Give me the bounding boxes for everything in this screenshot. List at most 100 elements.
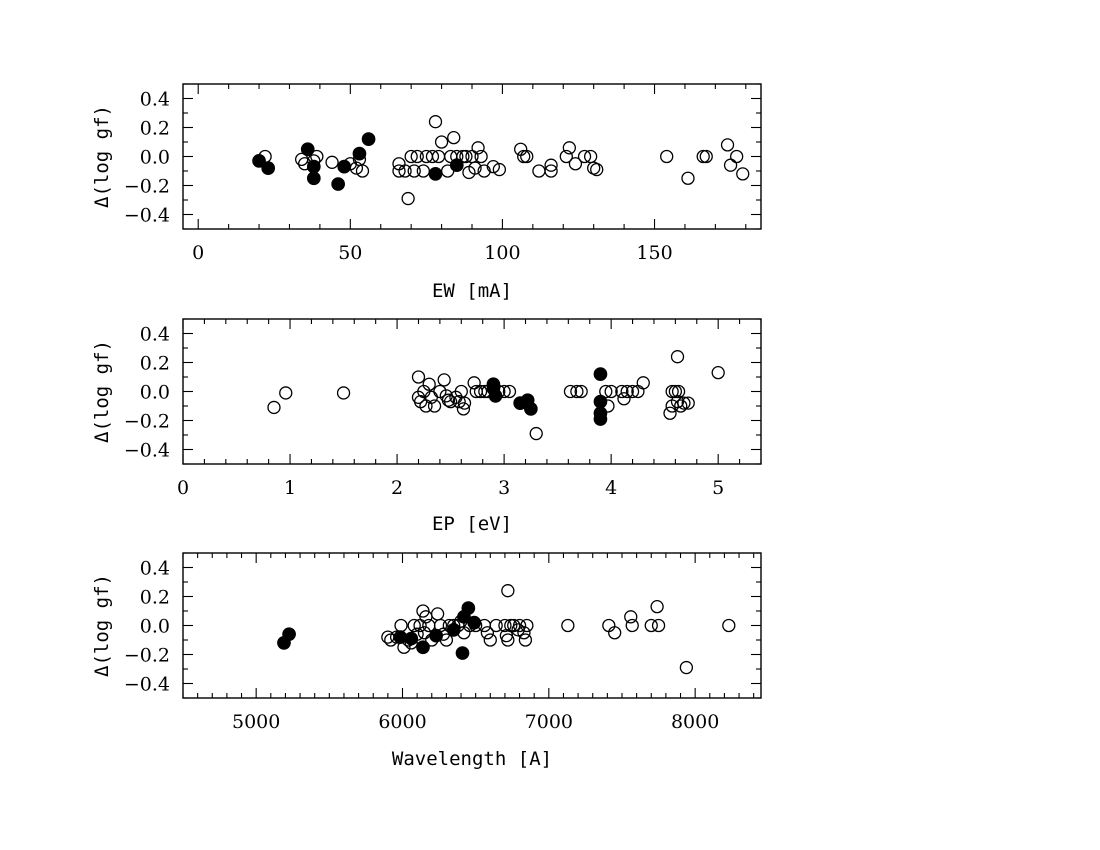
filled-data-point bbox=[593, 367, 608, 381]
open-data-point bbox=[355, 164, 370, 178]
filled-data-point bbox=[361, 132, 376, 146]
open-data-point bbox=[679, 660, 694, 675]
open-data-point bbox=[407, 618, 421, 633]
y-tick-label: 0.2 bbox=[140, 587, 170, 609]
open-data-point bbox=[410, 149, 424, 164]
open-data-point bbox=[574, 384, 588, 399]
open-data-point bbox=[474, 149, 488, 164]
open-data-point bbox=[651, 618, 666, 633]
open-data-point bbox=[723, 158, 738, 172]
filled-data-point bbox=[352, 146, 367, 161]
y-axis-label: Δ(log gf) bbox=[91, 105, 113, 208]
open-data-point bbox=[501, 633, 515, 647]
x-tick-label: 5000 bbox=[232, 711, 280, 733]
open-data-point bbox=[447, 130, 461, 145]
x-tick-label: 6000 bbox=[378, 711, 426, 733]
open-data-point bbox=[457, 396, 472, 410]
open-data-point bbox=[624, 610, 638, 624]
x-tick-label: 100 bbox=[484, 242, 520, 264]
open-data-point bbox=[625, 618, 639, 633]
filled-data-point bbox=[306, 159, 321, 174]
open-data-point bbox=[404, 149, 418, 164]
open-data-point bbox=[434, 135, 449, 149]
filled-data-point bbox=[593, 412, 608, 426]
open-data-point bbox=[617, 392, 631, 406]
open-data-point bbox=[428, 115, 443, 129]
open-data-point bbox=[562, 141, 576, 155]
open-data-point bbox=[665, 384, 679, 399]
open-data-point bbox=[492, 162, 507, 177]
open-data-point bbox=[279, 386, 293, 400]
open-data-point bbox=[722, 618, 736, 633]
x-tick-label: 1 bbox=[284, 477, 296, 499]
open-data-point bbox=[407, 164, 421, 178]
open-data-point bbox=[517, 149, 531, 164]
open-data-point bbox=[422, 377, 436, 391]
y-axis-label: Δ(log gf) bbox=[91, 340, 113, 443]
open-data-point bbox=[544, 164, 558, 178]
open-data-point bbox=[681, 396, 695, 410]
open-data-point bbox=[674, 399, 688, 413]
x-axis-label: Wavelength [A] bbox=[392, 748, 552, 770]
open-data-point bbox=[670, 394, 685, 409]
open-data-point bbox=[502, 384, 517, 399]
open-data-point bbox=[650, 600, 664, 614]
open-data-point bbox=[568, 157, 583, 171]
open-data-point bbox=[561, 618, 575, 633]
open-data-point bbox=[501, 584, 515, 598]
open-data-point bbox=[401, 191, 415, 206]
filled-data-point bbox=[300, 142, 315, 157]
y-tick-label: 0.0 bbox=[140, 382, 170, 404]
open-data-point bbox=[483, 633, 497, 647]
y-tick-label: 0.0 bbox=[140, 147, 170, 169]
open-data-point bbox=[529, 426, 543, 441]
open-data-point bbox=[620, 384, 634, 399]
y-tick-label: 0.2 bbox=[140, 118, 170, 140]
open-data-point bbox=[736, 167, 750, 181]
filled-data-point bbox=[331, 177, 345, 191]
filled-data-point bbox=[337, 159, 352, 174]
y-tick-label: 0.0 bbox=[140, 616, 170, 638]
x-tick-label: 3 bbox=[498, 477, 510, 499]
open-data-point bbox=[336, 386, 351, 400]
y-tick-label: 0.2 bbox=[140, 353, 170, 375]
y-tick-label: −0.2 bbox=[124, 645, 170, 667]
y-tick-label: −0.4 bbox=[124, 674, 170, 696]
open-data-point bbox=[544, 158, 558, 172]
filled-data-point bbox=[593, 394, 608, 409]
open-data-point bbox=[411, 370, 426, 384]
open-data-point bbox=[625, 384, 640, 399]
open-data-point bbox=[615, 384, 629, 399]
open-data-point bbox=[430, 607, 445, 621]
open-data-point bbox=[730, 149, 744, 164]
y-tick-label: −0.4 bbox=[124, 440, 170, 462]
filled-data-point bbox=[416, 640, 430, 655]
filled-data-point bbox=[282, 627, 296, 642]
open-data-point bbox=[441, 393, 456, 407]
filled-data-point bbox=[524, 402, 538, 416]
open-data-point bbox=[473, 384, 488, 399]
open-data-point bbox=[668, 384, 683, 399]
open-data-point bbox=[518, 633, 533, 647]
open-data-point bbox=[498, 618, 512, 633]
open-data-point bbox=[520, 149, 534, 164]
open-data-point bbox=[504, 618, 518, 633]
open-data-point bbox=[468, 161, 482, 175]
x-axis-label: EP [eV] bbox=[432, 513, 512, 535]
y-tick-label: 0.4 bbox=[140, 558, 170, 580]
open-data-point bbox=[517, 626, 531, 640]
y-tick-label: −0.2 bbox=[124, 176, 170, 198]
filled-data-point bbox=[261, 161, 276, 175]
open-data-point bbox=[437, 373, 451, 387]
open-data-point bbox=[416, 164, 430, 178]
x-tick-label: 2 bbox=[391, 477, 403, 499]
filled-data-point bbox=[467, 615, 482, 630]
open-data-point bbox=[512, 618, 527, 633]
open-data-point bbox=[486, 159, 500, 174]
open-data-point bbox=[417, 626, 432, 640]
open-data-point bbox=[267, 400, 281, 415]
open-data-point bbox=[325, 155, 339, 169]
open-data-point bbox=[699, 149, 713, 164]
filled-data-point bbox=[455, 646, 470, 660]
